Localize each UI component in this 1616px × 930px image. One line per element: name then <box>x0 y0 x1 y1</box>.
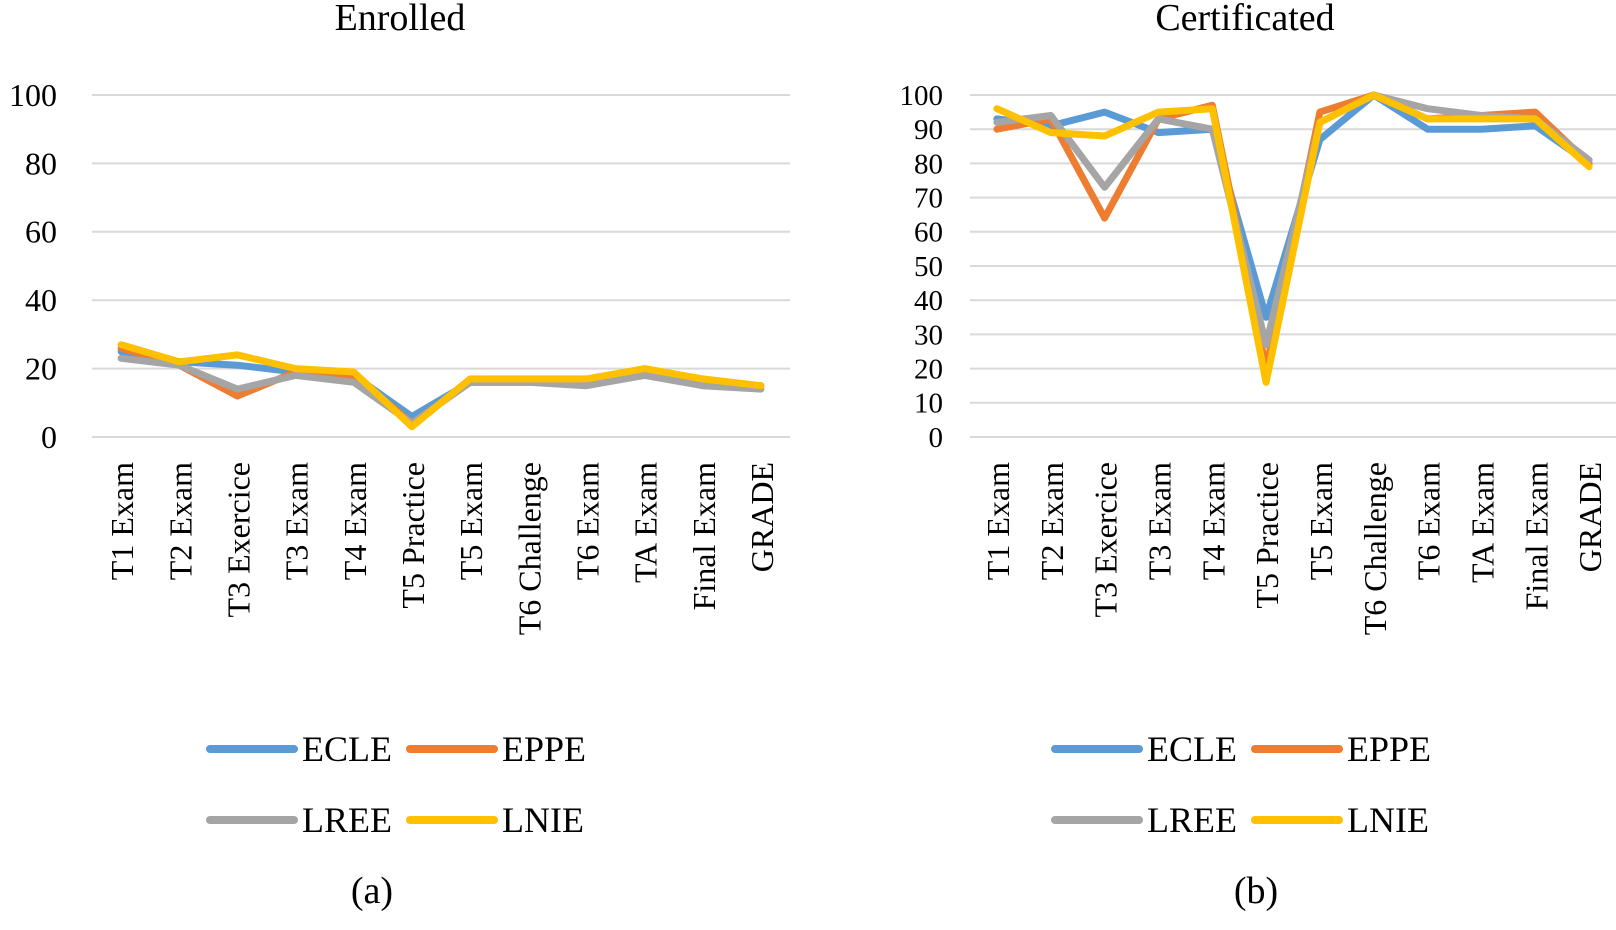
y-tick-label: 40 <box>914 285 943 317</box>
x-tick-label: T6 Exam <box>569 462 605 580</box>
y-tick-label: 80 <box>25 145 57 181</box>
y-tick-label: 50 <box>914 251 943 283</box>
x-tick-label: Final Exam <box>686 462 722 611</box>
x-tick-label: T2 Exam <box>162 462 198 580</box>
x-tick-label: GRADE <box>1572 462 1608 572</box>
y-tick-label: 60 <box>25 214 57 250</box>
legend-label-lree: LREE <box>302 800 392 840</box>
chart-panel-1: Enrolled 0 20 40 60 80 100 T1 Exam T2 Exam T3 Exe… <box>9 0 790 912</box>
y-tick-label: 10 <box>914 388 943 420</box>
x-tick-label: Final Exam <box>1518 462 1554 611</box>
x-tick-label: TA Exam <box>1464 462 1500 583</box>
y-tick-label: 100 <box>900 80 944 112</box>
legend-label-eppe: EPPE <box>1347 729 1431 769</box>
chart-title: Certificated <box>1155 0 1334 39</box>
legend-label-ecle: ECLE <box>1147 729 1237 769</box>
x-tick-label: T3 Exercice <box>1088 462 1124 617</box>
x-tick-label: T3 Exam <box>279 462 315 580</box>
x-tick-label: T1 Exam <box>980 462 1016 580</box>
y-tick-label: 0 <box>41 419 57 455</box>
x-tick-label: T2 Exam <box>1034 462 1070 580</box>
y-tick-label: 20 <box>25 350 57 386</box>
legend-label-lree: LREE <box>1147 800 1237 840</box>
y-tick-label: 90 <box>914 114 943 146</box>
x-tick-label: T5 Exam <box>1303 462 1339 580</box>
x-tick-label: T6 Challenge <box>1357 462 1393 635</box>
x-tick-label: T4 Exam <box>1195 462 1231 580</box>
panel-label: (a) <box>351 870 393 912</box>
x-tick-label: T5 Exam <box>453 462 489 580</box>
y-tick-label: 80 <box>914 148 943 180</box>
y-tick-label: 0 <box>929 422 944 454</box>
x-tick-label: GRADE <box>744 462 780 572</box>
legend-label-lnie: LNIE <box>1347 800 1429 840</box>
series-line-lnie <box>997 95 1589 382</box>
x-tick-label: T6 Exam <box>1411 462 1447 580</box>
x-tick-label: T6 Challenge <box>511 462 547 635</box>
x-tick-label: T3 Exam <box>1141 462 1177 580</box>
x-tick-label: T4 Exam <box>337 462 373 580</box>
y-tick-label: 70 <box>914 182 943 214</box>
x-tick-label: T5 Practice <box>395 462 431 609</box>
y-tick-label: 100 <box>9 77 57 113</box>
legend-label-lnie: LNIE <box>502 800 584 840</box>
legend-label-eppe: EPPE <box>502 729 586 769</box>
x-tick-label: T3 Exercice <box>220 462 256 617</box>
y-tick-label: 60 <box>914 217 943 249</box>
chart-title: Enrolled <box>335 0 466 39</box>
y-tick-label: 20 <box>914 353 943 385</box>
y-tick-label: 40 <box>25 282 57 318</box>
x-tick-label: T5 Practice <box>1249 462 1285 609</box>
x-tick-label: T1 Exam <box>104 462 140 580</box>
panel-label: (b) <box>1234 870 1278 912</box>
x-tick-label: TA Exam <box>628 462 664 583</box>
y-tick-label: 30 <box>914 319 943 351</box>
legend-label-ecle: ECLE <box>302 729 392 769</box>
